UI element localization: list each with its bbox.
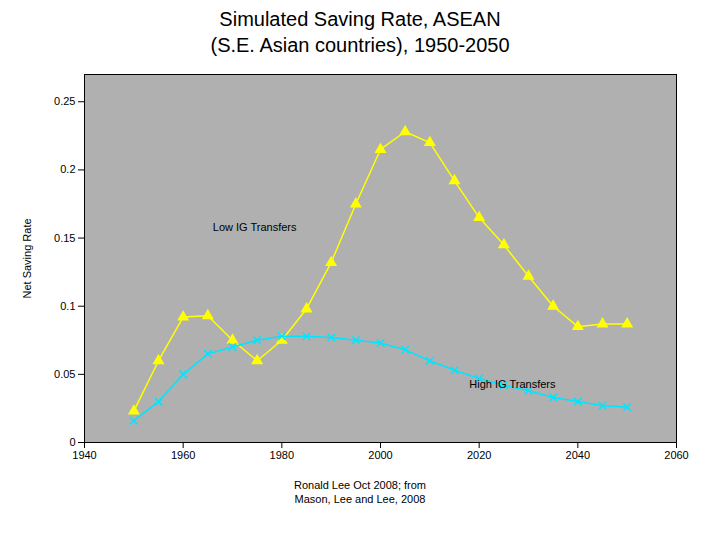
svg-text:Net Saving Rate: Net Saving Rate xyxy=(21,218,33,298)
svg-text:High IG Transfers: High IG Transfers xyxy=(469,378,556,390)
svg-text:0.2: 0.2 xyxy=(60,163,75,175)
svg-text:0.1: 0.1 xyxy=(60,300,75,312)
html-text:Simulated Saving Rate, ASEAN (: Simulated Saving Rate, ASEAN (S.E. Asian… xyxy=(210,8,510,56)
svg-text:2000: 2000 xyxy=(368,449,392,461)
svg-text:2060: 2060 xyxy=(664,449,688,461)
svg-text:1940: 1940 xyxy=(72,449,96,461)
html-text:Ronald Lee Oct 2008; from Maso: Ronald Lee Oct 2008; from Mason, Lee and… xyxy=(294,479,426,505)
svg-text:1980: 1980 xyxy=(270,449,294,461)
svg-text:0.25: 0.25 xyxy=(54,95,75,107)
svg-text:0.15: 0.15 xyxy=(54,232,75,244)
svg-text:1960: 1960 xyxy=(171,449,195,461)
svg-text:0.05: 0.05 xyxy=(54,368,75,380)
svg-text:2020: 2020 xyxy=(467,449,491,461)
svg-text:2040: 2040 xyxy=(566,449,590,461)
svg-text:Low IG Transfers: Low IG Transfers xyxy=(213,221,297,233)
svg-text:0: 0 xyxy=(69,436,75,448)
